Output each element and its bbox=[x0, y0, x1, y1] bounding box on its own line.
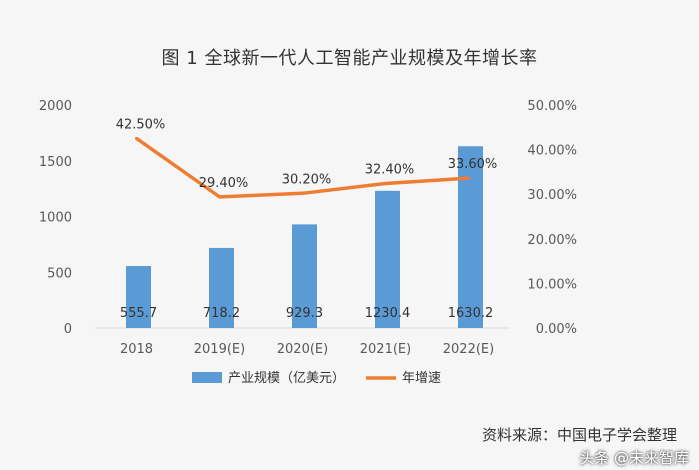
x-tick-label: 2020(E) bbox=[277, 342, 328, 357]
watermark: 头条 @未来智库 bbox=[579, 449, 689, 467]
y-right-tick-label: 50.00% bbox=[527, 99, 577, 114]
line-data-label: 29.40% bbox=[199, 176, 249, 191]
line-data-label: 30.20% bbox=[282, 172, 332, 187]
line-point bbox=[467, 176, 470, 180]
line-point bbox=[301, 191, 304, 195]
y-left-tick-label: 1000 bbox=[39, 211, 72, 226]
x-tick-label: 2022(E) bbox=[443, 342, 494, 357]
y-right-tick-label: 10.00% bbox=[527, 277, 577, 292]
bar bbox=[209, 247, 234, 328]
y-right-tick-label: 30.00% bbox=[527, 188, 577, 203]
bar-data-label: 1230.4 bbox=[365, 306, 411, 321]
x-tick-label: 2018 bbox=[120, 342, 153, 357]
y-left-tick-label: 2000 bbox=[39, 99, 72, 114]
y-left-tick-label: 0 bbox=[64, 322, 72, 337]
legend-label-bar: 产业规模（亿美元） bbox=[228, 371, 345, 386]
y-right-tick-label: 0.00% bbox=[536, 322, 577, 337]
x-tick-label: 2019(E) bbox=[194, 342, 245, 357]
bar-data-label: 929.3 bbox=[286, 306, 323, 321]
line-point bbox=[135, 136, 138, 140]
y-left-tick-label: 500 bbox=[47, 266, 72, 281]
bar-data-label: 718.2 bbox=[203, 306, 240, 321]
y-left-tick-label: 1500 bbox=[39, 155, 72, 170]
bar bbox=[126, 266, 151, 328]
bar bbox=[458, 146, 483, 328]
bar-data-label: 1630.2 bbox=[448, 306, 494, 321]
bar bbox=[292, 224, 317, 328]
bar-data-label: 555.7 bbox=[120, 306, 157, 321]
legend-swatch-bar bbox=[192, 372, 222, 383]
x-tick-label: 2021(E) bbox=[360, 342, 411, 357]
line-series-growth bbox=[135, 137, 469, 199]
bar bbox=[375, 190, 400, 328]
line-data-label: 42.50% bbox=[116, 117, 166, 132]
y-right-tick-label: 20.00% bbox=[527, 233, 577, 248]
line-data-label: 33.60% bbox=[448, 157, 498, 172]
line-data-label: 32.40% bbox=[365, 162, 415, 177]
line-point bbox=[218, 195, 221, 199]
source-note: 资料来源：中国电子学会整理 bbox=[481, 426, 677, 444]
line-point bbox=[384, 181, 387, 185]
y-right-tick-label: 40.00% bbox=[527, 144, 577, 159]
legend-label-line: 年增速 bbox=[402, 371, 441, 386]
chart-title: 图 1 全球新一代人工智能产业规模及年增长率 bbox=[161, 48, 538, 69]
